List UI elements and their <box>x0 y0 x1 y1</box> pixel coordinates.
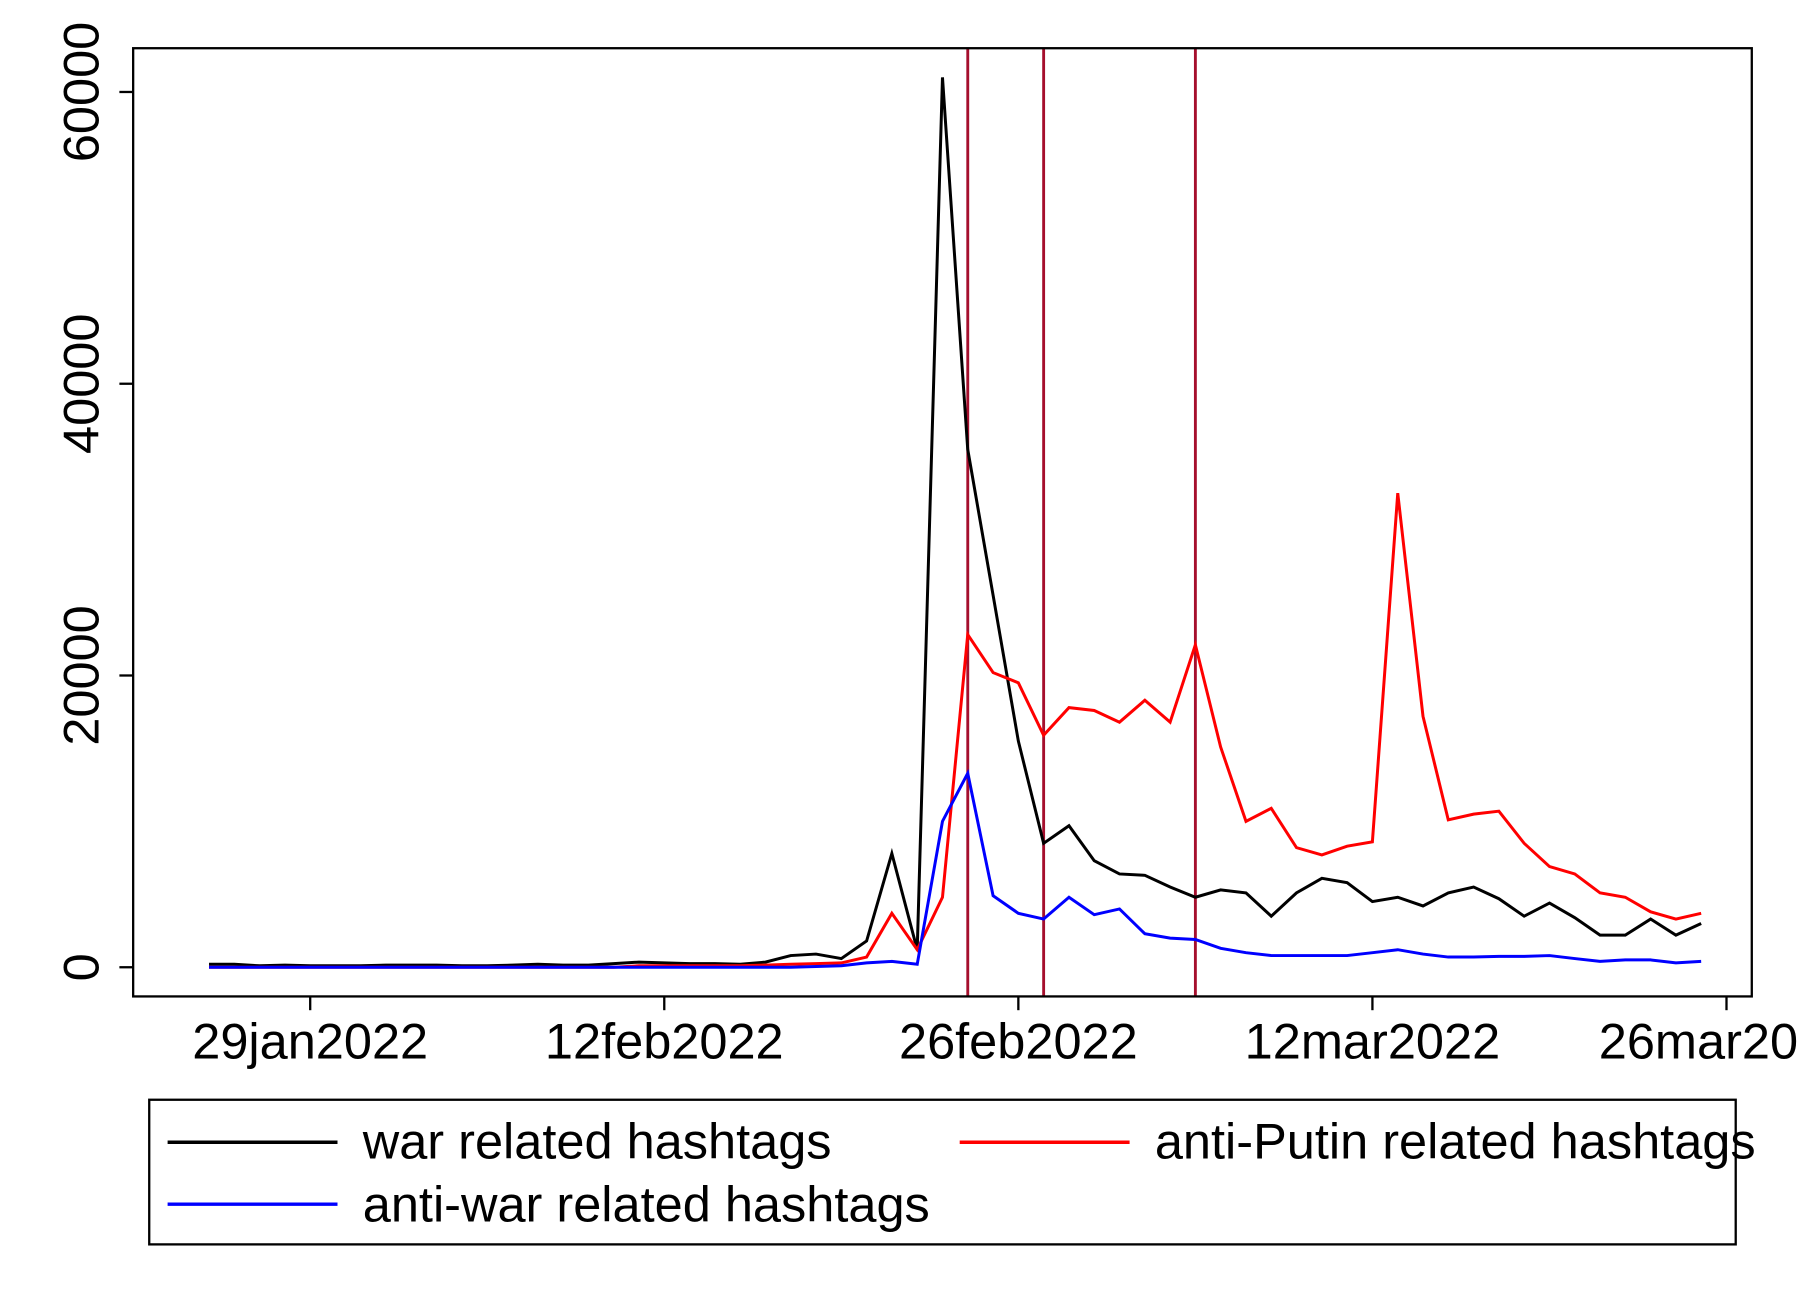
y-tick-label-1: 20000 <box>53 605 110 745</box>
series-line-0 <box>209 77 1702 968</box>
legend-label-anti-putin: anti-Putin related hashtags <box>1155 1112 1756 1169</box>
y-tick-label-2: 40000 <box>53 314 110 454</box>
series-layer <box>209 77 1702 969</box>
y-tick-label-3: 60000 <box>53 22 110 162</box>
x-tick-label-4: 26mar2022 <box>1599 1012 1800 1069</box>
x-tick-label-3: 12mar2022 <box>1245 1012 1500 1069</box>
plot-frame <box>132 47 1753 998</box>
x-tick-label-2: 26feb2022 <box>899 1012 1138 1069</box>
y-tick-label-0: 0 <box>53 953 110 981</box>
legend-label-anti-war: anti-war related hashtags <box>363 1175 930 1232</box>
legend-box <box>148 1098 1737 1246</box>
y-axis: 0 20000 40000 60000 <box>53 22 134 981</box>
series-line-2 <box>209 768 1702 969</box>
legend-label-war: war related hashtags <box>362 1112 832 1169</box>
x-axis: 29jan2022 12feb2022 26feb2022 12mar2022 26ma… <box>192 996 1800 1069</box>
legend: war related hashtags anti-Putin related … <box>148 1098 1756 1246</box>
x-tick-label-0: 29jan2022 <box>192 1012 428 1069</box>
x-tick-label-1: 12feb2022 <box>545 1012 784 1069</box>
